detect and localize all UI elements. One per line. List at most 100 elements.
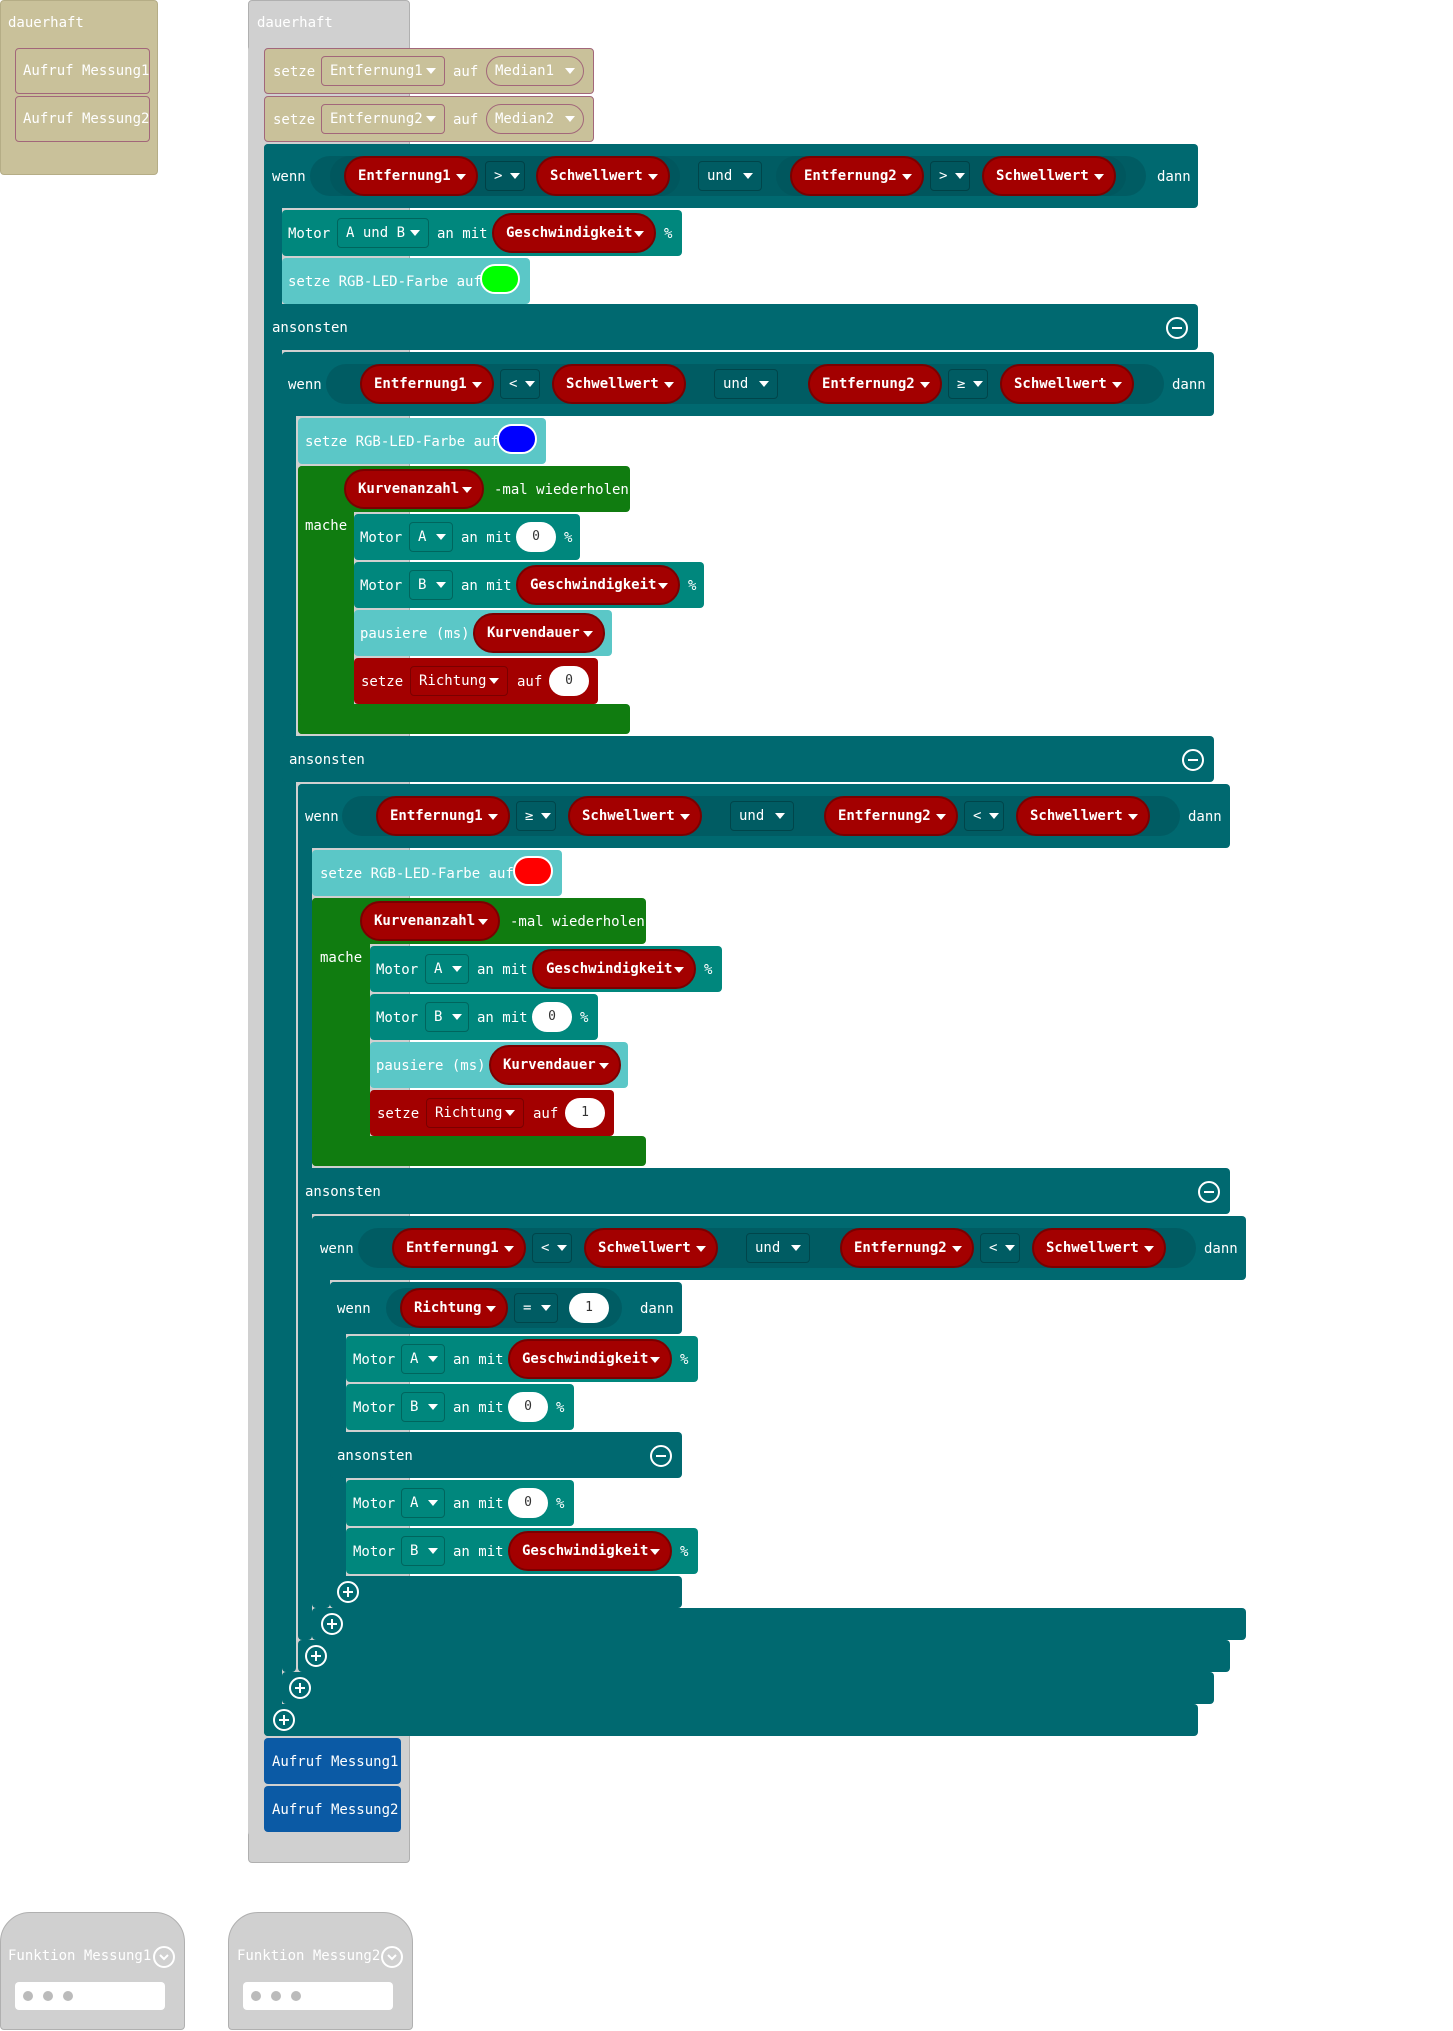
number-input[interactable]: 0 (532, 1002, 572, 1032)
operator-dropdown[interactable]: < (532, 1233, 572, 1263)
variable-pill[interactable]: Kurvendauer (473, 613, 605, 653)
motor-dropdown[interactable]: A (425, 954, 469, 984)
then-keyword: dann (1157, 169, 1191, 185)
forever-label: dauerhaft (257, 15, 333, 31)
number-input[interactable]: 0 (549, 666, 589, 696)
number-input[interactable]: 0 (508, 1392, 548, 1422)
else-keyword: ansonsten (337, 1448, 413, 1464)
variable-pill[interactable]: Kurvenanzahl (344, 469, 484, 509)
function-block[interactable] (228, 1912, 413, 2030)
motor-dropdown[interactable]: B (401, 1392, 445, 1422)
operator-dropdown[interactable]: > (485, 161, 525, 191)
color-swatch[interactable] (513, 856, 553, 886)
do-keyword: mache (320, 950, 363, 966)
plus-circle-icon[interactable] (321, 1613, 343, 1635)
variable-pill[interactable]: Entfernung1 (376, 796, 510, 836)
logic-dropdown[interactable]: und (730, 801, 794, 831)
plus-circle-icon[interactable] (273, 1709, 295, 1731)
dropdown-caret-icon (634, 231, 644, 237)
chevron-down-icon[interactable] (381, 1946, 403, 1968)
chevron-down-icon[interactable] (153, 1946, 175, 1968)
variable-pill[interactable]: Kurvenanzahl (360, 901, 500, 941)
function-block[interactable] (0, 1912, 185, 2030)
variable-pill[interactable]: Schwellwert (1016, 796, 1150, 836)
dropdown-caret-icon (488, 814, 498, 820)
variable-dropdown[interactable]: Richtung (410, 666, 508, 696)
plus-circle-icon[interactable] (289, 1677, 311, 1699)
color-swatch[interactable] (480, 264, 520, 294)
motor-dropdown[interactable]: A und B (337, 218, 429, 248)
number-input[interactable]: 1 (569, 1293, 609, 1323)
parameter-slot[interactable] (243, 1982, 393, 2010)
operator-dropdown[interactable]: ≥ (948, 369, 988, 399)
plus-circle-icon[interactable] (337, 1581, 359, 1603)
minus-circle-icon[interactable] (1198, 1181, 1220, 1203)
variable-pill[interactable]: Geschwindigkeit (532, 949, 696, 989)
minus-circle-icon[interactable] (1166, 317, 1188, 339)
dropdown-caret-icon (1112, 382, 1122, 388)
dropdown-caret-icon (565, 68, 575, 74)
variable-pill[interactable]: Schwellwert (584, 1228, 718, 1268)
motor-dropdown[interactable]: B (409, 570, 453, 600)
value-dropdown[interactable]: Median1 (486, 56, 584, 86)
variable-dropdown[interactable]: Entfernung2 (321, 104, 445, 134)
motor-dropdown[interactable]: A (401, 1344, 445, 1374)
variable-dropdown[interactable]: Richtung (426, 1098, 524, 1128)
value-dropdown[interactable]: Median2 (486, 104, 584, 134)
dot-icon (43, 1991, 53, 2001)
number-input[interactable]: 0 (516, 522, 556, 552)
operator-dropdown[interactable]: < (980, 1233, 1020, 1263)
dropdown-caret-icon (696, 1246, 706, 1252)
operator-dropdown[interactable]: ≥ (516, 801, 556, 831)
variable-pill[interactable]: Entfernung1 (392, 1228, 526, 1268)
call-block[interactable] (264, 1738, 401, 1784)
call-block[interactable] (15, 96, 150, 142)
variable-pill[interactable]: Kurvendauer (489, 1045, 621, 1085)
operator-dropdown[interactable]: > (930, 161, 970, 191)
variable-pill[interactable]: Richtung (400, 1288, 508, 1328)
parameter-slot[interactable] (15, 1982, 165, 2010)
number-input[interactable]: 1 (565, 1098, 605, 1128)
call-label: Aufruf Messung1 (23, 63, 150, 79)
motor-dropdown[interactable]: B (425, 1002, 469, 1032)
logic-dropdown[interactable]: und (746, 1233, 810, 1263)
variable-pill[interactable]: Geschwindigkeit (508, 1339, 672, 1379)
dot-icon (271, 1991, 281, 2001)
color-swatch[interactable] (497, 424, 537, 454)
variable-pill[interactable]: Geschwindigkeit (516, 565, 680, 605)
operator-dropdown[interactable]: < (500, 369, 540, 399)
plus-circle-icon[interactable] (305, 1645, 327, 1667)
rgb-keyword: setze RGB-LED-Farbe auf (320, 866, 514, 882)
variable-pill[interactable]: Schwellwert (982, 156, 1116, 196)
minus-circle-icon[interactable] (1182, 749, 1204, 771)
variable-pill[interactable]: Schwellwert (552, 364, 686, 404)
motor-dropdown[interactable]: A (401, 1488, 445, 1518)
to-keyword: auf (453, 112, 479, 128)
variable-pill[interactable]: Entfernung2 (790, 156, 924, 196)
variable-pill[interactable]: Entfernung2 (808, 364, 942, 404)
call-block[interactable] (15, 48, 150, 94)
variable-pill[interactable]: Entfernung1 (344, 156, 478, 196)
logic-dropdown[interactable]: und (698, 161, 762, 191)
motor-dropdown[interactable]: B (401, 1536, 445, 1566)
variable-pill[interactable]: Schwellwert (1000, 364, 1134, 404)
variable-pill[interactable]: Schwellwert (568, 796, 702, 836)
else-keyword: ansonsten (289, 752, 365, 768)
number-input[interactable]: 0 (508, 1488, 548, 1518)
variable-pill[interactable]: Entfernung2 (824, 796, 958, 836)
call-block[interactable] (264, 1786, 401, 1832)
variable-pill[interactable]: Entfernung1 (360, 364, 494, 404)
motor-dropdown[interactable]: A (409, 522, 453, 552)
operator-dropdown[interactable]: = (514, 1293, 558, 1323)
variable-dropdown[interactable]: Entfernung1 (321, 56, 445, 86)
variable-pill[interactable]: Entfernung2 (840, 1228, 974, 1268)
variable-pill[interactable]: Geschwindigkeit (508, 1531, 672, 1571)
dropdown-caret-icon (525, 381, 535, 387)
minus-circle-icon[interactable] (650, 1445, 672, 1467)
variable-pill[interactable]: Schwellwert (1032, 1228, 1166, 1268)
operator-dropdown[interactable]: < (964, 801, 1004, 831)
variable-pill[interactable]: Geschwindigkeit (492, 213, 656, 253)
dot-icon (23, 1991, 33, 2001)
variable-pill[interactable]: Schwellwert (536, 156, 670, 196)
logic-dropdown[interactable]: und (714, 369, 778, 399)
